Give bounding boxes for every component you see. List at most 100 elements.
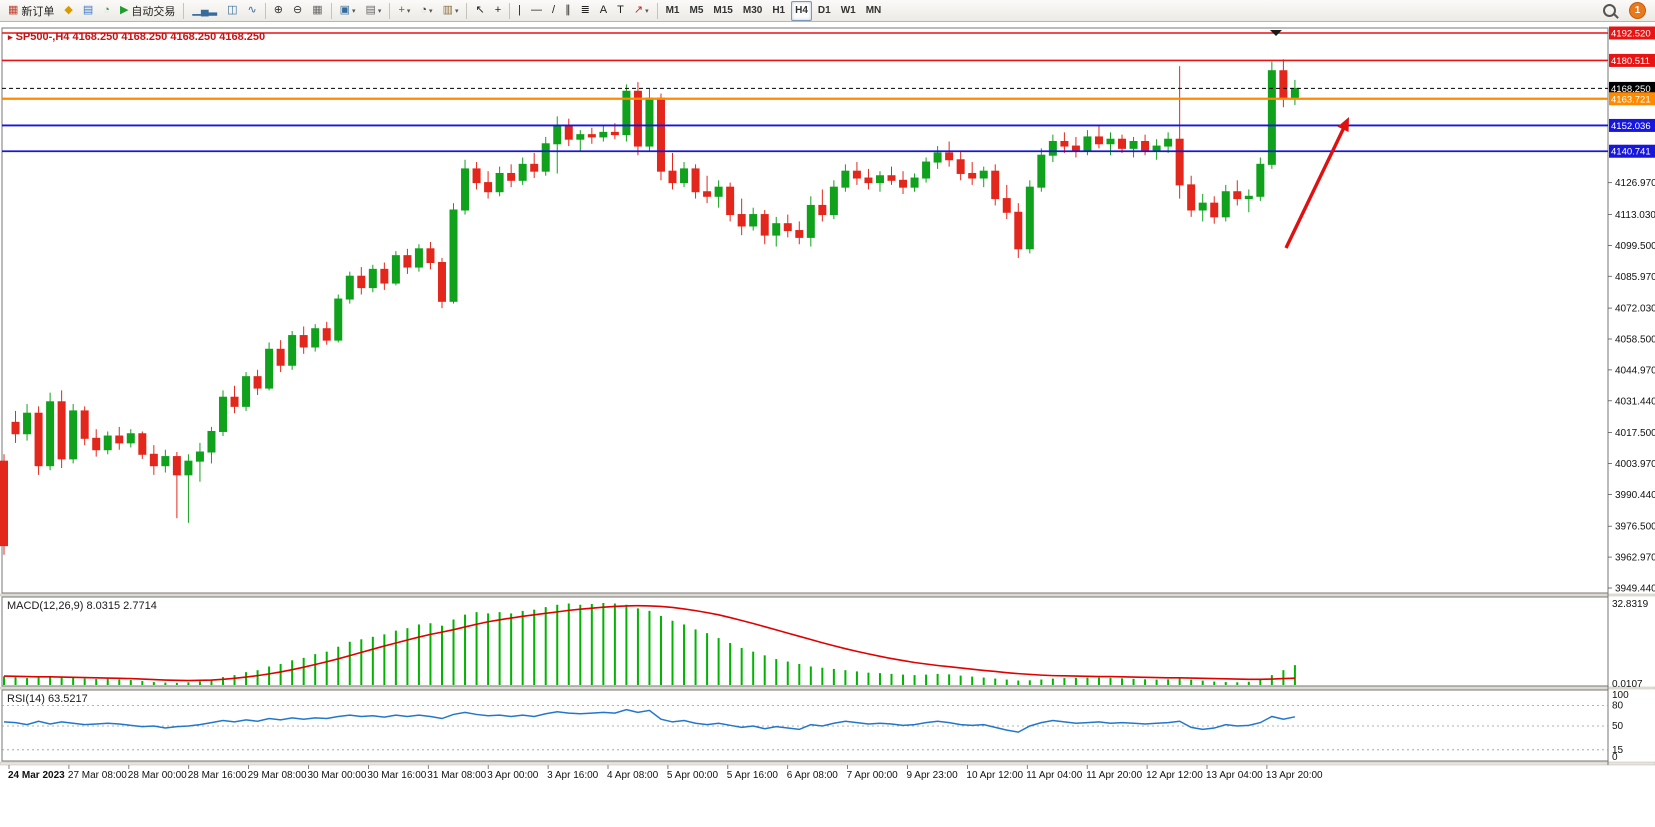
tf-h1-button[interactable]: H1 [768, 1, 789, 21]
profiles-button[interactable]: ▤ ▾ [362, 1, 386, 21]
candle [115, 426, 124, 450]
candle [495, 166, 504, 197]
candlestick-chart-button[interactable]: ◫ [223, 1, 241, 21]
candle [1060, 132, 1069, 153]
tf-m30-button-label: M30 [742, 5, 763, 16]
indicators-button[interactable]: + ▾ [394, 1, 414, 21]
candle [1002, 184, 1011, 220]
templates-button[interactable]: ▥ ▾ [439, 1, 463, 21]
candle [461, 159, 470, 215]
search-button[interactable] [1599, 1, 1620, 21]
price-tag [1609, 26, 1655, 40]
time-axis-label: 11 Apr 04:00 [1026, 770, 1082, 781]
candle [322, 321, 331, 345]
autotrade-button[interactable]: ▶ 自动交易 [116, 1, 179, 21]
bar-chart-button[interactable]: ▁▄▂ [188, 1, 221, 21]
history-center-button[interactable]: ◔ [99, 1, 114, 21]
zoom-in-icon: ⊕ [273, 4, 283, 16]
fibonacci-button[interactable]: ≣ [577, 1, 594, 21]
toolbar-separator [183, 2, 185, 19]
macd-pane[interactable] [1, 596, 1609, 687]
time-axis-label: 5 Apr 00:00 [667, 770, 719, 781]
tf-w1-button[interactable]: W1 [837, 1, 860, 21]
toolbar-right-group: 1 [1598, 1, 1652, 21]
cursor-icon: ↖ [475, 4, 485, 16]
candle [507, 164, 516, 188]
time-axis-label: 4 Apr 08:00 [607, 770, 659, 781]
candle [299, 326, 308, 354]
time-axis-label: 6 Apr 08:00 [787, 770, 839, 781]
crosshair-button[interactable]: + [491, 1, 505, 21]
mql-wizard-button[interactable]: ◆ [60, 1, 76, 21]
vertical-line-button[interactable]: | [514, 1, 525, 21]
candle [1014, 203, 1023, 258]
toolbar-separator [509, 2, 511, 19]
tf-h4-button-label: H4 [795, 5, 808, 16]
pane-splitter[interactable] [0, 593, 1655, 597]
tile-windows-button[interactable]: ▦ [308, 1, 326, 21]
price-axis-label: 3976.500 [1615, 522, 1655, 533]
dropdown-caret-icon: ▾ [352, 7, 356, 15]
cursor-button[interactable]: ↖ [471, 1, 488, 21]
candle [92, 429, 101, 457]
trendline-button[interactable]: / [548, 1, 559, 21]
horizontal-line-button[interactable]: — [527, 1, 546, 21]
candle [737, 198, 746, 236]
autoscroll-marker-icon[interactable] [1270, 30, 1282, 36]
new-chart-button[interactable]: ▣ ▾ [336, 1, 360, 21]
toolbar-items: ▦ 新订单 ◆ ▤ ◔ ▶ 自动交易 ▁▄▂ ◫ ∿ ⊕ ⊖ ▦ ▣ ▾ ▤ ▾ + ▾ ◔ ▾ ▥ ▾ ↖ + | — / ∥ ≣ A T ↗… [3, 0, 886, 21]
trend-arrow-annotation[interactable] [1284, 125, 1347, 249]
time-axis-label: 28 Mar 16:00 [188, 770, 247, 781]
toolbar: ▦ 新订单 ◆ ▤ ◔ ▶ 自动交易 ▁▄▂ ◫ ∿ ⊕ ⊖ ▦ ▣ ▾ ▤ ▾ + ▾ ◔ ▾ ▥ ▾ ↖ + | — / ∥ ≣ A T ↗… [0, 0, 1655, 22]
tf-m15-button[interactable]: M15 [709, 1, 736, 21]
rsi-axis-label: 0 [1612, 752, 1618, 763]
candle [80, 406, 89, 446]
trend-arrow-head[interactable] [1337, 117, 1349, 132]
new-order-button[interactable]: ▦ 新订单 [4, 1, 58, 21]
pane-splitter[interactable] [0, 686, 1655, 690]
rsi-pane[interactable] [1, 689, 1609, 762]
candle [357, 267, 366, 295]
trendline-icon: / [552, 4, 556, 16]
label-button[interactable]: T [613, 1, 628, 21]
tf-m5-button-label: M5 [689, 5, 704, 16]
candle [956, 150, 965, 181]
main-chart-pane[interactable] [1, 27, 1609, 594]
rsi-line [3, 708, 1296, 733]
autotrade-button-label: 自动交易 [131, 5, 176, 18]
candle [253, 369, 262, 395]
time-axis[interactable]: 24 Mar 2023 27 Mar 08:00 28 Mar 00:00 28 Ma… [8, 765, 1323, 781]
notification-badge[interactable]: 1 [1629, 2, 1646, 19]
market-watch-button[interactable]: ▤ [79, 1, 97, 21]
pane-splitter[interactable] [0, 761, 1655, 766]
tf-mn-button[interactable]: MN [862, 1, 886, 21]
tf-m30-button[interactable]: M30 [739, 1, 766, 21]
chart-title-marker-icon: ▸ [8, 32, 13, 42]
profiles-icon: ▤ [365, 4, 376, 16]
price-axis[interactable]: 4126.970 4113.030 4099.500 4085.970 4072.030… [1608, 178, 1655, 595]
tf-m5-button[interactable]: M5 [686, 1, 708, 21]
arrows-button[interactable]: ↗ ▾ [630, 1, 653, 21]
tf-h4-button[interactable]: H4 [791, 0, 812, 21]
zoom-in-button[interactable]: ⊕ [270, 1, 287, 21]
price-axis-label: 3990.440 [1615, 490, 1655, 501]
tf-m1-button[interactable]: M1 [662, 1, 684, 21]
time-axis-label: 9 Apr 23:00 [907, 770, 959, 781]
candle [57, 390, 66, 468]
candle [426, 241, 435, 270]
candle [864, 168, 873, 190]
horizontal-line-icon: — [531, 4, 542, 16]
search-icon [1603, 4, 1616, 17]
text-button[interactable]: A [596, 1, 611, 21]
line-chart-button[interactable]: ∿ [244, 1, 261, 21]
candle [391, 251, 400, 286]
candle [1267, 61, 1276, 169]
macd-histogram [3, 602, 1296, 685]
zoom-out-button[interactable]: ⊖ [289, 1, 306, 21]
tf-d1-button[interactable]: D1 [814, 1, 835, 21]
candle [334, 294, 343, 343]
channel-button[interactable]: ∥ [561, 1, 575, 21]
candle [656, 93, 665, 181]
new-order-icon: ▦ [8, 4, 19, 16]
periods-button[interactable]: ◔ ▾ [416, 1, 436, 21]
